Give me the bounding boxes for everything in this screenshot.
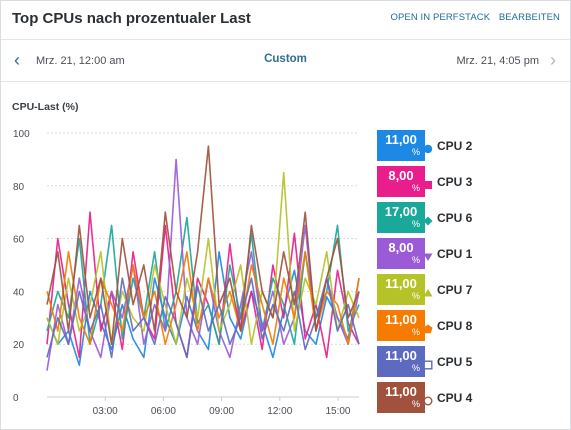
- y-tick-label: 60: [13, 235, 25, 246]
- y-tick-label: 20: [13, 340, 25, 351]
- legend-current-value: 11,00: [385, 384, 417, 399]
- legend-current-value: 11,00: [385, 348, 417, 363]
- chevron-left-icon[interactable]: ‹: [14, 50, 20, 70]
- widget-header: Top CPUs nach prozentualer Last OPEN IN …: [1, 1, 570, 40]
- header-actions: OPEN IN PERFSTACK BEARBEITEN: [384, 12, 560, 23]
- legend-unit: %: [411, 255, 420, 265]
- series-line-cpu-7: [46, 171, 360, 345]
- legend-series-name: CPU 8: [437, 319, 473, 333]
- legend-unit: %: [411, 363, 420, 373]
- y-tick-label: 0: [13, 393, 19, 404]
- legend-value-box: 11,00%: [377, 310, 425, 341]
- circle-icon: [423, 141, 433, 154]
- legend-series-name: CPU 4: [437, 391, 473, 405]
- legend-unit: %: [411, 291, 420, 301]
- chevron-right-icon[interactable]: ›: [550, 50, 556, 70]
- pentagon-icon: [423, 321, 433, 334]
- diamond-icon: [423, 213, 433, 226]
- time-range-bar: ‹ Mrz. 21, 12:00 am Custom Mrz. 21, 4:05…: [1, 40, 570, 82]
- legend-unit: %: [411, 147, 420, 157]
- legend-value-box: 17,00%: [377, 202, 425, 233]
- legend-value-box: 11,00%: [377, 274, 425, 305]
- legend-value-box: 11,00%: [377, 130, 425, 161]
- legend-item[interactable]: 17,00% CPU 6: [377, 202, 472, 233]
- circle-outline-icon: [423, 393, 433, 406]
- legend-value-box: 11,00%: [377, 382, 425, 413]
- legend-item[interactable]: 11,00% CPU 4: [377, 382, 472, 413]
- square-outline-icon: [423, 357, 433, 370]
- open-in-perfstack-link[interactable]: OPEN IN PERFSTACK: [390, 12, 491, 23]
- legend-series-name: CPU 6: [437, 211, 473, 225]
- x-tick-label: 15:00: [325, 406, 350, 417]
- triangle-down-icon: [423, 249, 433, 261]
- x-tick-label: 03:00: [93, 406, 118, 417]
- legend-unit: %: [411, 399, 420, 409]
- legend-item[interactable]: 11,00% CPU 5: [377, 346, 472, 377]
- legend-series-name: CPU 7: [437, 283, 473, 297]
- legend-item[interactable]: 11,00% CPU 2: [377, 130, 472, 161]
- custom-range-button[interactable]: Custom: [264, 53, 307, 65]
- legend-value-box: 8,00%: [377, 166, 425, 197]
- triangle-up-icon: [423, 285, 433, 297]
- legend-unit: %: [411, 183, 420, 193]
- series-line-cpu-4: [46, 145, 360, 345]
- x-tick-label: 12:00: [267, 406, 292, 417]
- legend-current-value: 8,00: [388, 168, 414, 183]
- legend-series-name: CPU 1: [437, 247, 473, 261]
- legend-unit: %: [411, 327, 420, 337]
- y-tick-label: 40: [13, 287, 25, 298]
- legend-value-box: 8,00%: [377, 238, 425, 269]
- legend-unit: %: [411, 219, 420, 229]
- legend-current-value: 11,00: [385, 132, 417, 147]
- legend-series-name: CPU 2: [437, 139, 473, 153]
- legend-item[interactable]: 11,00% CPU 7: [377, 274, 472, 305]
- y-axis-label: CPU-Last (%): [12, 101, 79, 113]
- legend-current-value: 17,00: [384, 204, 418, 219]
- legend-current-value: 11,00: [385, 276, 417, 291]
- range-start-time: Mrz. 21, 12:00 am: [36, 55, 125, 67]
- legend-value-box: 11,00%: [377, 346, 425, 377]
- series-line-cpu-5: [46, 277, 360, 359]
- legend-item[interactable]: 8,00% CPU 3: [377, 166, 472, 197]
- series-line-cpu-8: [46, 251, 360, 345]
- legend-current-value: 11,00: [385, 312, 417, 327]
- y-tick-label: 100: [13, 129, 30, 140]
- edit-link[interactable]: BEARBEITEN: [498, 12, 560, 23]
- range-end-time: Mrz. 21, 4:05 pm: [456, 55, 539, 67]
- x-tick-label: 09:00: [209, 406, 234, 417]
- widget-title: Top CPUs nach prozentualer Last: [12, 10, 251, 27]
- legend-series-name: CPU 3: [437, 175, 473, 189]
- legend-item[interactable]: 8,00% CPU 1: [377, 238, 472, 269]
- legend-series-name: CPU 5: [437, 355, 473, 369]
- cpu-load-chart: 0 20 40 60 80 100 03:00 06:00 09:00 12:00 15:00: [13, 129, 360, 417]
- legend-current-value: 8,00: [388, 240, 414, 255]
- square-icon: [423, 177, 433, 189]
- y-tick-label: 80: [13, 182, 25, 193]
- x-tick-label: 06:00: [151, 406, 176, 417]
- legend-item[interactable]: 11,00% CPU 8: [377, 310, 472, 341]
